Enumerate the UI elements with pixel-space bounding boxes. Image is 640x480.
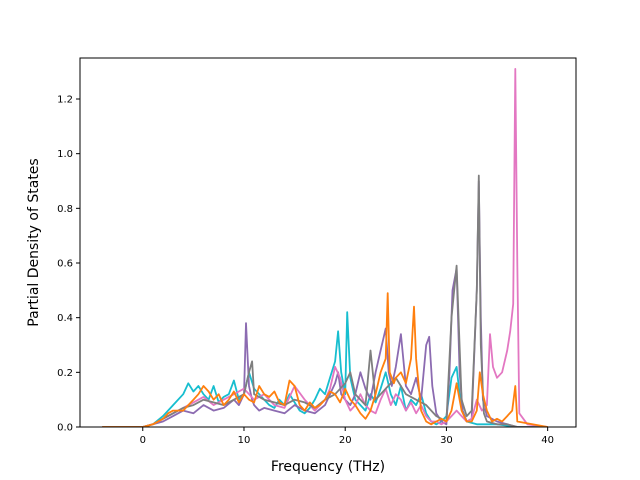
x-axis: 0 10 20 30 40 <box>140 427 554 446</box>
y-tick-label: 0.4 <box>57 313 73 324</box>
y-axis: 0.0 0.2 0.4 0.6 0.8 1.0 1.2 <box>57 95 80 434</box>
y-axis-label: Partial Density of States <box>26 158 42 326</box>
x-tick-label: 30 <box>440 435 453 446</box>
y-tick-label: 0.6 <box>57 259 73 270</box>
y-tick-label: 1.0 <box>57 149 73 160</box>
x-tick-label: 40 <box>541 435 554 446</box>
y-tick-label: 0.2 <box>57 368 73 379</box>
x-tick-label: 10 <box>238 435 251 446</box>
x-tick-label: 20 <box>339 435 352 446</box>
x-axis-label: Frequency (THz) <box>271 459 385 475</box>
series-line-4 <box>102 174 548 427</box>
plot-frame <box>79 57 577 428</box>
y-tick-label: 0.0 <box>57 423 73 434</box>
series-line-5 <box>102 292 548 427</box>
x-tick-label: 0 <box>140 435 146 446</box>
series-layer <box>102 68 548 427</box>
series-line-3 <box>102 68 548 427</box>
y-tick-label: 0.8 <box>57 204 73 215</box>
y-tick-label: 1.2 <box>57 95 73 106</box>
